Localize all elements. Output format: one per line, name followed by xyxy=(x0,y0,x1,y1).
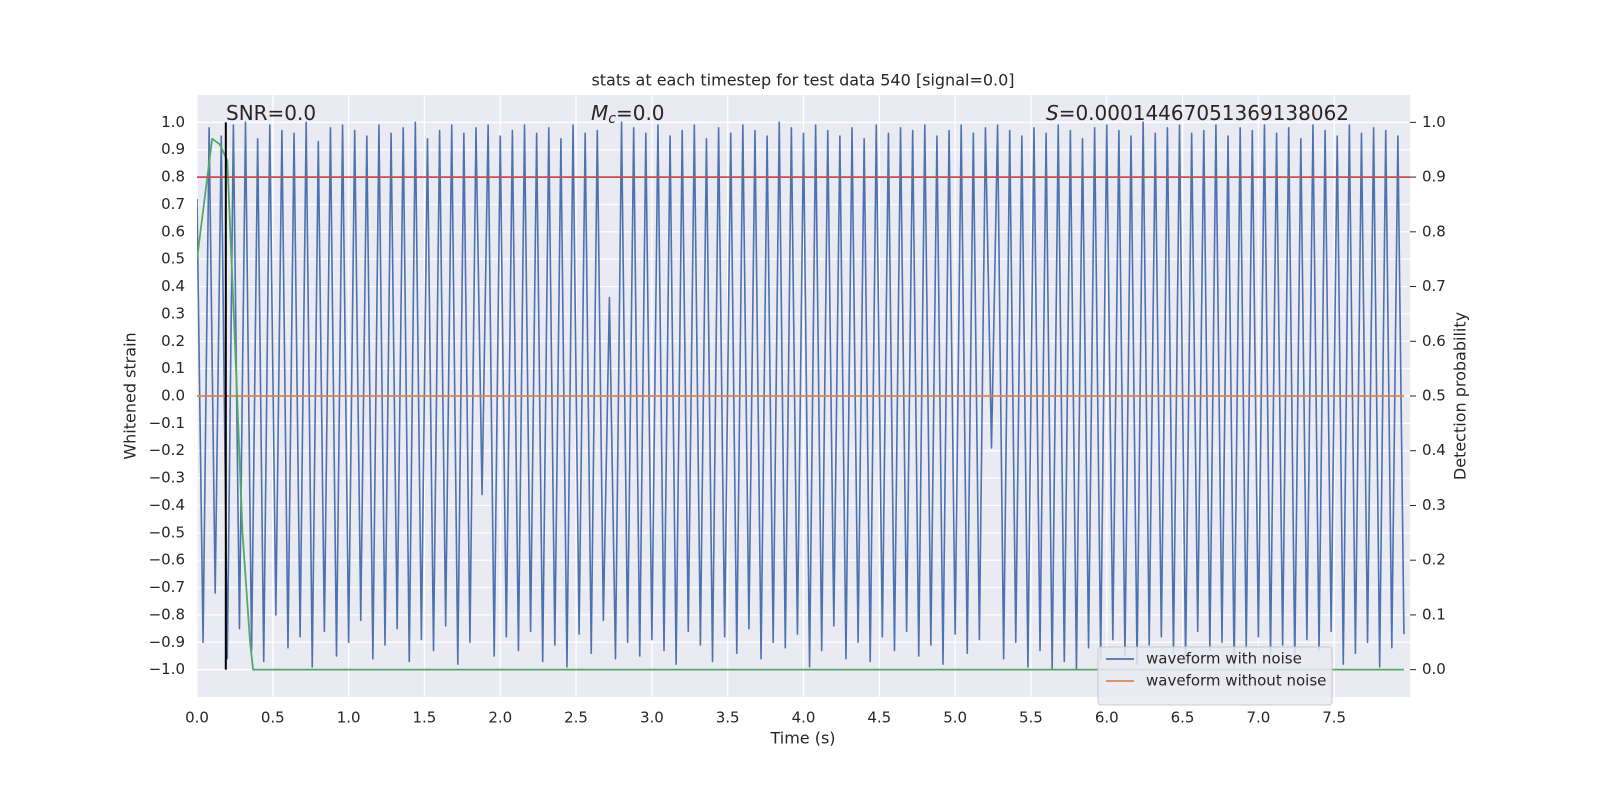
y2-tick-label: 0.4 xyxy=(1422,441,1446,459)
x-tick-label: 7.0 xyxy=(1246,709,1270,727)
chart-title: stats at each timestep for test data 540… xyxy=(591,71,1014,90)
legend-label: waveform with noise xyxy=(1146,650,1302,668)
annotation-text: =0.00014467051369138062 xyxy=(1059,101,1349,125)
y-tick-label: −0.4 xyxy=(149,496,185,514)
y-tick-label: 0.3 xyxy=(161,304,185,322)
y-tick-label: 0.7 xyxy=(161,195,185,213)
y-tick-label: 0.9 xyxy=(161,140,185,158)
x-tick-label: 6.5 xyxy=(1171,709,1195,727)
y-tick-label: −1.0 xyxy=(149,660,185,678)
annotation-symbol: M xyxy=(591,101,608,125)
y-tick-label: 0.2 xyxy=(161,332,185,350)
y-tick-label: 1.0 xyxy=(161,113,185,131)
x-axis-label: Time (s) xyxy=(769,729,835,748)
y-tick-label: −0.8 xyxy=(149,605,185,623)
y2-tick-label: 0.9 xyxy=(1422,168,1446,186)
y2-axis-label: Detection probability xyxy=(1451,312,1470,480)
series-line xyxy=(197,137,1404,671)
y2-tick-label: 0.2 xyxy=(1422,551,1446,569)
x-tick-label: 1.5 xyxy=(413,709,437,727)
y-tick-label: 0.6 xyxy=(161,222,185,240)
y-tick-label: 0.1 xyxy=(161,359,185,377)
legend-label: waveform without noise xyxy=(1146,672,1326,690)
x-tick-label: 5.5 xyxy=(1019,709,1043,727)
y2-tick-label: 0.5 xyxy=(1422,387,1446,405)
y-tick-label: −0.6 xyxy=(149,551,185,569)
x-tick-label: 2.5 xyxy=(564,709,588,727)
y-tick-label: 0.4 xyxy=(161,277,185,295)
x-tick-label: 7.5 xyxy=(1322,709,1346,727)
y2-tick-label: 0.1 xyxy=(1422,605,1446,623)
x-tick-label: 4.5 xyxy=(867,709,891,727)
y2-tick-label: 0.8 xyxy=(1422,222,1446,240)
x-tick-label: 1.0 xyxy=(337,709,361,727)
series-line xyxy=(197,121,1405,671)
y-tick-label: −0.3 xyxy=(149,469,185,487)
annotation-text: SNR=0.0 xyxy=(226,101,316,125)
annotation: S=0.00014467051369138062 xyxy=(1046,101,1349,125)
x-tick-label: 3.0 xyxy=(640,709,664,727)
y-tick-label: −0.7 xyxy=(149,578,185,596)
y-tick-label: 0.8 xyxy=(161,168,185,186)
y-tick-label: −0.5 xyxy=(149,523,185,541)
annotation: SNR=0.0 xyxy=(226,101,316,125)
y2-tick-label: 1.0 xyxy=(1422,113,1446,131)
y2-tick-label: 0.3 xyxy=(1422,496,1446,514)
x-tick-label: 2.0 xyxy=(488,709,512,727)
annotation: Mc=0.0 xyxy=(591,101,665,128)
y-tick-label: −0.1 xyxy=(149,414,185,432)
x-tick-label: 4.0 xyxy=(792,709,816,727)
x-tick-label: 5.0 xyxy=(943,709,967,727)
annotation-text: =0.0 xyxy=(616,101,665,125)
y-tick-label: 0.5 xyxy=(161,250,185,268)
x-tick-label: 6.0 xyxy=(1095,709,1119,727)
x-tick-label: 3.5 xyxy=(716,709,740,727)
annotation-subscript: c xyxy=(608,111,616,127)
y-axis-label: Whitened strain xyxy=(121,332,140,459)
y2-tick-label: 0.0 xyxy=(1422,660,1446,678)
y-tick-label: 0.0 xyxy=(161,387,185,405)
legend-box xyxy=(1097,646,1333,706)
y-tick-label: −0.2 xyxy=(149,441,185,459)
y2-tick-label: 0.7 xyxy=(1422,277,1446,295)
x-tick-label: 0.0 xyxy=(185,709,209,727)
y-tick-label: −0.9 xyxy=(149,633,185,651)
y2-tick-label: 0.6 xyxy=(1422,332,1446,350)
annotation-symbol: S xyxy=(1046,101,1059,125)
x-tick-label: 0.5 xyxy=(261,709,285,727)
